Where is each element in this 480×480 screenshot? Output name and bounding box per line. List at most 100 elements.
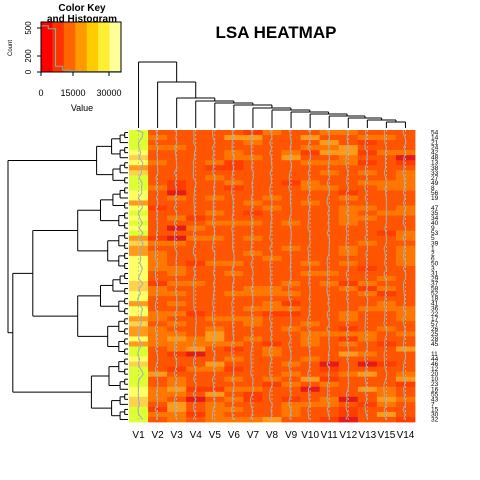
heatmap-cell	[205, 270, 225, 277]
heatmap-cell	[338, 341, 359, 347]
heatmap-cell	[224, 291, 244, 297]
heatmap-cell	[129, 401, 149, 408]
heatmap-cell	[243, 346, 263, 352]
heatmap-cell	[148, 150, 168, 156]
color-key-y-tick-label: 500	[24, 21, 33, 35]
heatmap-cell	[129, 306, 149, 312]
heatmap-cell	[224, 321, 244, 327]
color-key-band	[52, 22, 65, 72]
heatmap-cell	[319, 210, 340, 216]
trace-line	[288, 129, 292, 420]
heatmap-cell	[281, 135, 301, 141]
heatmap-cell	[262, 205, 282, 211]
heatmap-cell	[129, 270, 149, 277]
trace-line	[402, 129, 407, 420]
heatmap-cell	[129, 250, 149, 257]
row-label: 2	[431, 250, 435, 257]
heatmap-cell	[224, 230, 244, 237]
heatmap-cell	[281, 381, 301, 388]
heatmap-cell	[319, 170, 340, 176]
heatmap-cell	[395, 245, 416, 252]
heatmap-cell	[243, 205, 263, 211]
heatmap-cell	[357, 306, 378, 312]
heatmap-cell	[281, 130, 301, 136]
heatmap-cell	[167, 346, 187, 352]
heatmap-cell	[262, 170, 282, 176]
heatmap-cell	[395, 130, 416, 136]
heatmap-cell	[300, 270, 321, 277]
heatmap-cell	[148, 386, 168, 393]
trace-line	[345, 129, 350, 420]
heatmap-cell	[224, 205, 244, 211]
row-label: 23	[431, 381, 439, 388]
heatmap-cell	[357, 130, 378, 136]
heatmap-cell	[338, 245, 359, 252]
heatmap-cell	[262, 230, 282, 237]
heatmap-cell	[319, 311, 340, 317]
heatmap-cell	[357, 250, 378, 257]
heatmap-cell	[319, 326, 340, 332]
row-label: 19	[431, 195, 439, 202]
heatmap-cell	[186, 130, 206, 136]
heatmap-cell	[300, 170, 321, 176]
heatmap-cell	[357, 321, 378, 327]
heatmap-cell	[376, 250, 397, 257]
heatmap-cell	[205, 150, 225, 156]
heatmap-cell	[300, 205, 321, 211]
heatmap-cell	[376, 341, 397, 347]
heatmap-cell	[395, 286, 416, 292]
heatmap-cell	[376, 245, 397, 252]
heatmap-cell	[167, 185, 187, 191]
heatmap-cell	[148, 205, 168, 211]
heatmap-cell	[186, 150, 206, 156]
heatmap-cell	[167, 321, 187, 327]
heatmap-cell	[167, 230, 187, 237]
heatmap-cell	[262, 366, 282, 373]
heatmap-cell	[376, 286, 397, 292]
row-label: 32	[431, 416, 439, 423]
heatmap-cell	[186, 306, 206, 312]
heatmap-cell	[205, 130, 225, 136]
heatmap-cell	[148, 306, 168, 312]
heatmap-cell	[224, 311, 244, 317]
heatmap-cell	[262, 210, 282, 216]
color-key-title: Color Key	[58, 3, 106, 14]
row-label: 41	[431, 301, 439, 308]
column-label: V3	[171, 430, 184, 441]
heatmap-cell	[395, 326, 416, 332]
heatmap-cell	[357, 286, 378, 292]
heatmap-cell	[281, 361, 301, 368]
heatmap-cell	[319, 401, 340, 408]
heatmap-cell	[281, 311, 301, 317]
trace-line	[136, 129, 144, 420]
heatmap-cell	[224, 341, 244, 347]
row-label: 45	[431, 341, 439, 348]
heatmap-cell	[262, 326, 282, 332]
row-label: 20	[431, 371, 439, 378]
heatmap-cell	[243, 401, 263, 408]
color-key-x-axis: 0 15000 30000	[38, 72, 122, 98]
heatmap-cell	[262, 185, 282, 191]
heatmap-cell	[395, 341, 416, 347]
heatmap-cell	[243, 225, 263, 232]
heatmap-cell	[167, 311, 187, 317]
heatmap-cell	[395, 250, 416, 257]
column-label: V15	[378, 430, 396, 441]
heatmap-cell	[262, 291, 282, 297]
heatmap-cell	[395, 265, 416, 272]
color-key-x-tick-label: 15000	[60, 88, 85, 98]
trace-line	[269, 129, 274, 420]
color-key-band	[75, 22, 88, 72]
heatmap-cell	[395, 190, 416, 196]
heatmap-cell	[357, 135, 378, 141]
heatmap-cell	[148, 366, 168, 373]
heatmap-cell	[319, 265, 340, 272]
trace-line	[250, 129, 254, 420]
heatmap-cell	[300, 361, 321, 368]
row-label: 29	[431, 276, 439, 283]
heatmap-cell	[357, 265, 378, 272]
row-label: 47	[431, 205, 439, 212]
heatmap-cell	[338, 401, 359, 408]
trace-line	[154, 129, 159, 420]
heatmap-cell	[262, 155, 282, 161]
